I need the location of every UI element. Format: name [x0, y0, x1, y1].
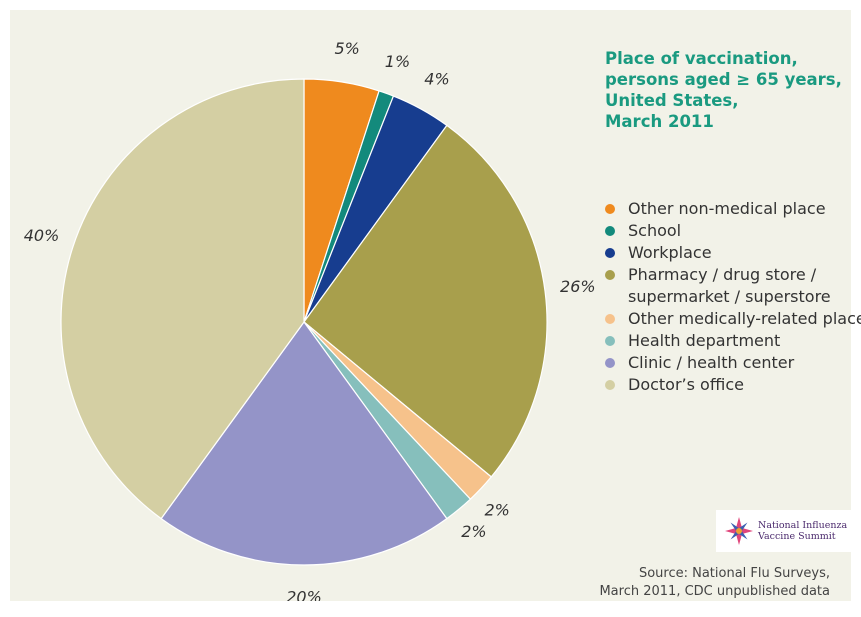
chart-panel: 5% 1% 4% 26% 2% 2% 20% 40% Place of vaccination… [10, 10, 861, 602]
legend-item: Workplace [604, 242, 861, 264]
logo-line: Vaccine Summit [758, 531, 836, 542]
source-line: Source: National Flu Surveys, [638, 566, 830, 581]
pie-chart: 5% 1% 4% 26% 2% 2% 20% 40% [24, 39, 596, 602]
title-line: March 2011 [605, 112, 714, 131]
source-note: Source: National Flu Surveys, March 2011… [599, 565, 830, 601]
legend-swatch [605, 226, 615, 236]
legend-label: Other medically-related place [628, 309, 861, 328]
legend-label: School [628, 221, 682, 240]
legend-item: Health department [604, 330, 861, 352]
slice-percent-label: 20% [286, 588, 322, 602]
slice-percent-label: 5% [335, 39, 360, 58]
slice-percent-label: 4% [424, 70, 449, 89]
pie-slice [60, 78, 305, 520]
title-line: Place of vaccination, [605, 49, 798, 68]
slice-percent-label: 40% [24, 226, 60, 245]
legend-item: Other medically-related place [604, 308, 861, 330]
slice-percent-label: 26% [560, 277, 596, 296]
legend-swatch [605, 248, 615, 258]
source-line: March 2011, CDC unpublished data [599, 584, 830, 599]
legend-label: Workplace [628, 243, 712, 262]
legend-item: Doctor’s office [604, 374, 861, 396]
pie-slice [160, 320, 448, 566]
summit-logo: National Influenza Vaccine Summit [716, 510, 854, 552]
legend-swatch [605, 358, 615, 368]
star-icon [725, 517, 753, 545]
legend-label: Pharmacy / drug store / supermarket / su… [628, 265, 831, 306]
legend: Other non-medical place School Workplace… [604, 198, 861, 396]
legend-item: Clinic / health center [604, 352, 861, 374]
title-line: persons aged ≥ 65 years, [605, 70, 842, 89]
legend-item: Pharmacy / drug store / supermarket / su… [604, 264, 861, 308]
legend-label: Other non-medical place [628, 199, 826, 218]
chart-title: Place of vaccination, persons aged ≥ 65 … [605, 48, 855, 132]
legend-label: Clinic / health center [628, 353, 795, 372]
pie-slice [303, 124, 548, 478]
slice-percent-label: 2% [485, 500, 510, 519]
legend-label: Health department [628, 331, 781, 350]
legend-item: Other non-medical place [604, 198, 861, 220]
legend-swatch [605, 270, 615, 280]
legend-swatch [605, 314, 615, 324]
logo-line: National Influenza [758, 520, 848, 531]
slice-percent-label: 1% [385, 52, 410, 71]
slice-percent-label: 2% [461, 522, 486, 541]
logo-text: National Influenza Vaccine Summit [758, 520, 847, 542]
title-line: United States, [605, 91, 739, 110]
legend-swatch [605, 336, 615, 346]
legend-swatch [605, 380, 615, 390]
legend-swatch [605, 204, 615, 214]
legend-label: Doctor’s office [628, 375, 744, 394]
legend-item: School [604, 220, 861, 242]
